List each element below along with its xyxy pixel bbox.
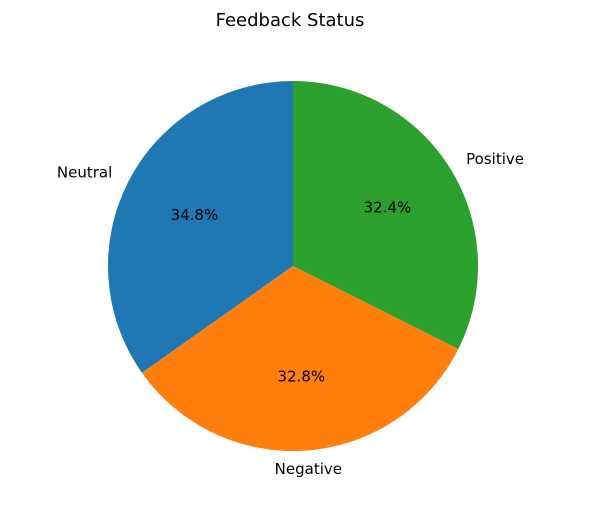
pie-category-label-negative: Negative (275, 460, 342, 478)
pie-slice-positive (293, 81, 478, 349)
pie-slice-negative (141, 266, 459, 451)
pie-percent-label-negative: 32.8% (278, 368, 326, 386)
pie-labels: 34.8% Neutral 32.8% Negative 32.4% Positive (57, 150, 524, 478)
pie-category-label-positive: Positive (466, 150, 524, 168)
pie-category-label-neutral: Neutral (57, 163, 112, 181)
pie-percent-label-neutral: 34.8% (171, 206, 219, 224)
chart-title: Feedback Status (216, 10, 365, 31)
pie-percent-label-positive: 32.4% (364, 199, 412, 217)
pie-slice-neutral (107, 81, 293, 373)
pie-slices (107, 81, 478, 451)
